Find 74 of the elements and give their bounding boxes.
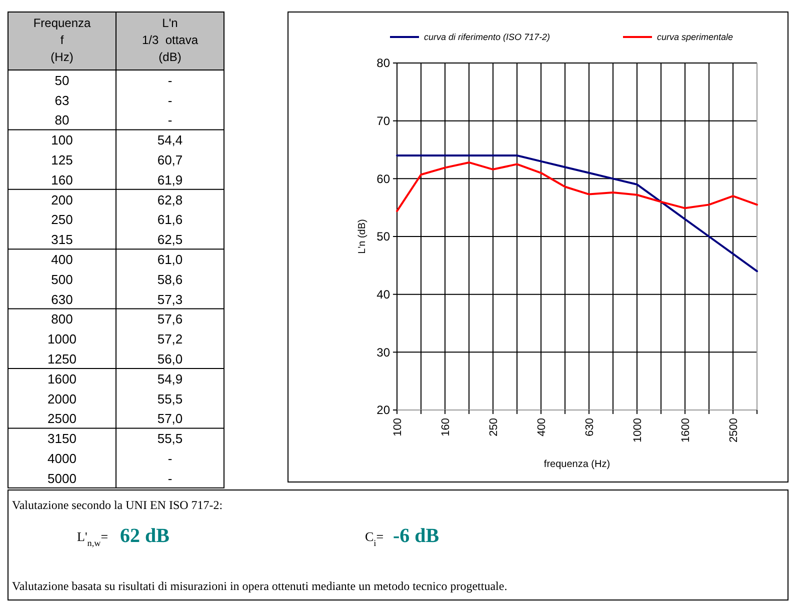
text: 60,7: [157, 152, 183, 168]
text: Valutazione secondo la UNI EN ISO 717-2:: [12, 498, 223, 512]
text: 62,8: [157, 192, 183, 208]
text: 58,6: [157, 272, 183, 287]
text: -: [168, 470, 172, 486]
category-label: 100: [51, 132, 73, 148]
category-label: 1000: [48, 332, 76, 347]
text: 1/3 ottava: [142, 33, 198, 47]
x-tick-label: 100: [392, 418, 404, 436]
line-series: [396, 161, 758, 212]
text: 61,9: [157, 172, 183, 188]
category-label: 3150: [48, 431, 76, 446]
category-label: 200: [51, 192, 73, 208]
line-series: [396, 154, 758, 272]
text: 62 dB: [120, 525, 170, 547]
category-label: 4000: [48, 451, 76, 466]
category-label: 800: [51, 312, 73, 327]
x-tick-label: 2500: [728, 418, 740, 442]
y-tick-label: 40: [376, 288, 390, 302]
x-tick-label: 1600: [680, 418, 692, 442]
x-tick-label: 1000: [632, 418, 644, 442]
text: -: [168, 112, 172, 128]
x-tick-label: 250: [488, 418, 500, 436]
y-tick-label: 30: [376, 345, 390, 360]
category-label: 50: [54, 72, 70, 88]
text: Frequenza: [33, 16, 92, 30]
legend-label: curva di riferimento (ISO 717-2): [424, 32, 550, 42]
category-label: 1250: [48, 352, 76, 366]
text: -: [168, 72, 172, 88]
category-label: 630: [51, 292, 73, 307]
text: 57,0: [157, 411, 183, 426]
category-label: 315: [51, 232, 73, 248]
category-label: 63: [54, 92, 70, 108]
text: Valutazione basata su risultati di misurazioni in opera ottenuti mediante un metodo tecnico progettuale.: [12, 579, 508, 593]
y-tick-label: 50: [376, 230, 390, 244]
x-tick-label: 160: [440, 418, 452, 436]
category-label: 5000: [48, 470, 76, 486]
y-axis-title: L'n (dB): [357, 219, 368, 254]
y-tick-label: 20: [376, 403, 390, 418]
text: C$_{i}$=: [365, 529, 387, 548]
text: -6 dB: [393, 525, 440, 547]
y-tick-label: 80: [376, 56, 390, 70]
text: 55,5: [157, 391, 183, 406]
category-label: 250: [51, 212, 73, 228]
category-label: 500: [51, 272, 73, 287]
text: 54,4: [157, 132, 183, 148]
category-label: 160: [51, 172, 73, 188]
text: 61,0: [157, 252, 183, 267]
text: 57,3: [157, 292, 183, 307]
text: L'n: [162, 16, 178, 30]
text: (Hz): [50, 50, 74, 64]
text: L'$_{n,w}$=: [77, 529, 112, 548]
text: 62,5: [157, 232, 183, 248]
category-label: 80: [54, 112, 70, 128]
category-label: 125: [51, 152, 73, 168]
text: (dB): [158, 50, 182, 64]
category-label: 1600: [48, 371, 76, 386]
text: 57,2: [157, 332, 183, 347]
text: 61,6: [157, 212, 183, 228]
text: 56,0: [157, 352, 183, 366]
category-label: 400: [51, 252, 73, 267]
x-tick-label: 400: [536, 418, 548, 436]
x-axis-title: frequenza (Hz): [544, 459, 610, 470]
y-tick-label: 60: [376, 172, 390, 186]
text: 54,9: [157, 371, 183, 386]
legend-label: curva sperimentale: [657, 32, 734, 42]
text: -: [168, 451, 172, 466]
text: 55,5: [157, 431, 183, 446]
text: f: [60, 33, 64, 47]
category-label: 2000: [48, 391, 76, 406]
x-tick-label: 630: [584, 418, 596, 436]
text: -: [168, 92, 172, 108]
text: 57,6: [157, 312, 183, 327]
y-tick-label: 70: [376, 114, 390, 128]
